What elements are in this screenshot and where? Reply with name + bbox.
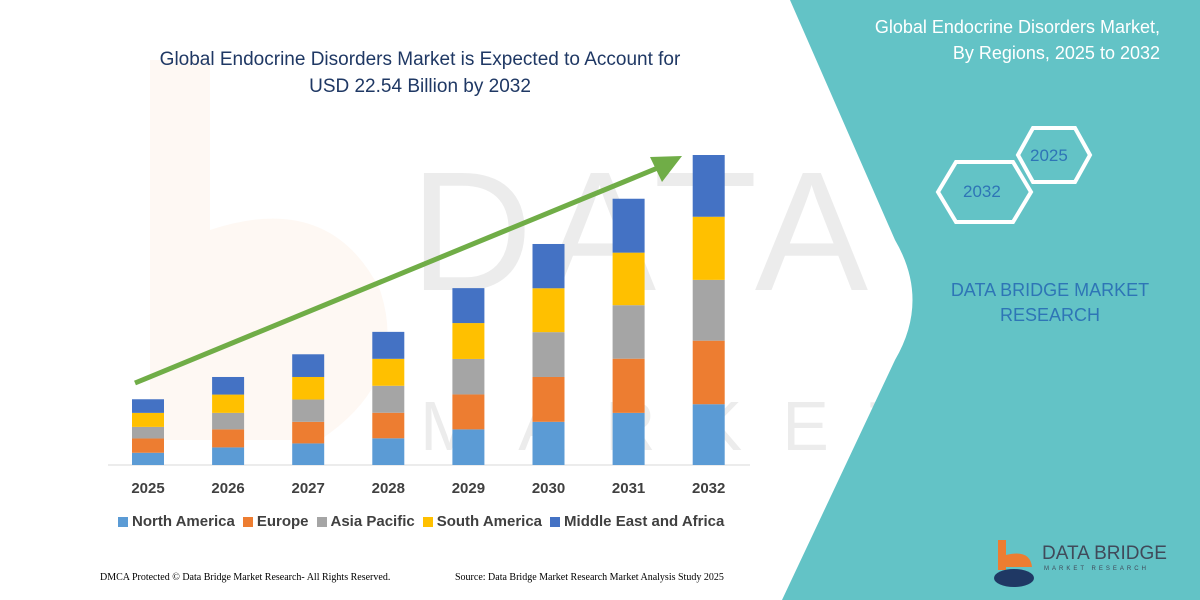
bar-segment-2031-north-america [612,412,645,465]
legend-label: Europe [256,513,309,530]
bar-segment-2026-middle-east-and-africa [212,376,245,395]
legend-swatch [242,516,253,527]
side-title: Global Endocrine Disorders Market, By Re… [740,14,1160,66]
legend-item: Middle East and Africa [550,513,724,530]
bar-segment-2027-europe [292,421,325,444]
bar-segment-2032-south-america [692,216,725,280]
x-tick-label: 2027 [291,480,325,497]
logo-mark [994,540,1034,587]
source-text: Source: Data Bridge Market Research Mark… [455,572,724,583]
legend-swatch [422,516,433,527]
watermark-logo [150,60,388,440]
legend-swatch [550,516,561,527]
bar-segment-2032-middle-east-and-africa [692,155,725,217]
title-line-1: Global Endocrine Disorders Market is Exp… [159,49,681,70]
bars [132,155,725,465]
teal-side-panel [782,0,1200,600]
legend-label: North America [132,513,235,530]
legend-item: Europe [242,513,309,530]
bar-segment-2026-europe [212,429,245,448]
bar-segment-2029-asia-pacific [452,358,485,395]
bar-segment-2025-middle-east-and-africa [132,399,164,413]
bar-segment-2031-south-america [612,252,645,306]
bar-segment-2027-north-america [292,443,325,465]
bar-segment-2025-europe [132,438,164,453]
x-tick-label: 2032 [692,480,726,497]
legend-label: Middle East and Africa [564,513,725,530]
bar-segment-2027-south-america [292,376,325,400]
x-tick-label: 2030 [531,480,566,497]
legend-swatch [316,516,327,527]
logo-subtitle: MARKET RESEARCH [1044,566,1149,572]
x-tick-label: 2028 [371,480,405,497]
bar-segment-2031-middle-east-and-africa [612,198,645,253]
bar-segment-2028-north-america [372,438,405,465]
bar-segment-2030-north-america [532,421,565,465]
legend-item: South America [422,513,543,530]
chart-title: Global Endocrine Disorders Market is Exp… [110,46,730,100]
bar-segment-2029-north-america [452,429,485,465]
hex-label-2032: 2032 [963,182,1001,201]
x-tick-label: 2031 [611,480,646,497]
bar-segment-2032-asia-pacific [692,279,725,341]
legend-item: Asia Pacific [316,513,415,530]
legend-swatch [118,516,128,527]
logo-name: DATA BRIDGE [1042,543,1167,564]
bar-segment-2031-asia-pacific [612,305,645,359]
brand-line-2: RESEARCH [999,305,1101,325]
x-tick-label: 2026 [211,480,245,497]
hex-label-2025: 2025 [1030,146,1068,165]
bar-segment-2032-europe [692,340,725,405]
bar-segment-2028-asia-pacific [372,385,405,413]
bar-segment-2030-asia-pacific [532,332,565,377]
bar-segment-2025-south-america [132,412,164,427]
bar-segment-2029-south-america [452,323,485,359]
title-line-2: USD 22.54 Billion by 2032 [309,76,531,97]
bar-segment-2028-europe [372,412,405,439]
x-tick-label: 2025 [131,480,165,497]
legend-item: North America [118,513,235,530]
brand-text: DATA BRIDGE MARKET RESEARCH [930,278,1170,328]
brand-line-1: DATA BRIDGE MARKET [950,280,1150,300]
side-title-line-2: By Regions, 2025 to 2032 [952,43,1160,63]
side-title-line-1: Global Endocrine Disorders Market, [874,17,1160,37]
bar-segment-2026-north-america [212,447,245,465]
bar-segment-2027-middle-east-and-africa [292,354,325,377]
bar-segment-2025-north-america [132,452,164,465]
legend-label: Asia Pacific [330,513,415,530]
x-tick-label: 2029 [451,480,486,497]
trend-arrow [134,156,682,386]
copyright-text: DMCA Protected © Data Bridge Market Rese… [100,572,391,583]
bar-segment-2030-south-america [532,288,565,333]
bar-segment-2029-europe [452,394,485,430]
bar-segment-2026-asia-pacific [212,412,245,430]
bar-segment-2030-middle-east-and-africa [532,243,565,289]
bar-segment-2028-middle-east-and-africa [372,331,405,359]
bar-segment-2028-south-america [372,358,405,386]
bar-segment-2030-europe [532,376,565,422]
legend-label: South America [436,513,543,530]
hexagon-2032 [935,160,1034,224]
bar-segment-2032-north-america [692,404,725,465]
bar-segment-2031-europe [612,358,645,413]
bar-segment-2026-south-america [212,394,245,413]
hexagon-2025 [1015,126,1093,184]
bar-segment-2027-asia-pacific [292,399,325,422]
bar-segment-2029-middle-east-and-africa [452,288,485,324]
bar-segment-2025-asia-pacific [132,426,164,439]
legend: North America Europe Asia Pacific South Ame… [118,513,724,530]
